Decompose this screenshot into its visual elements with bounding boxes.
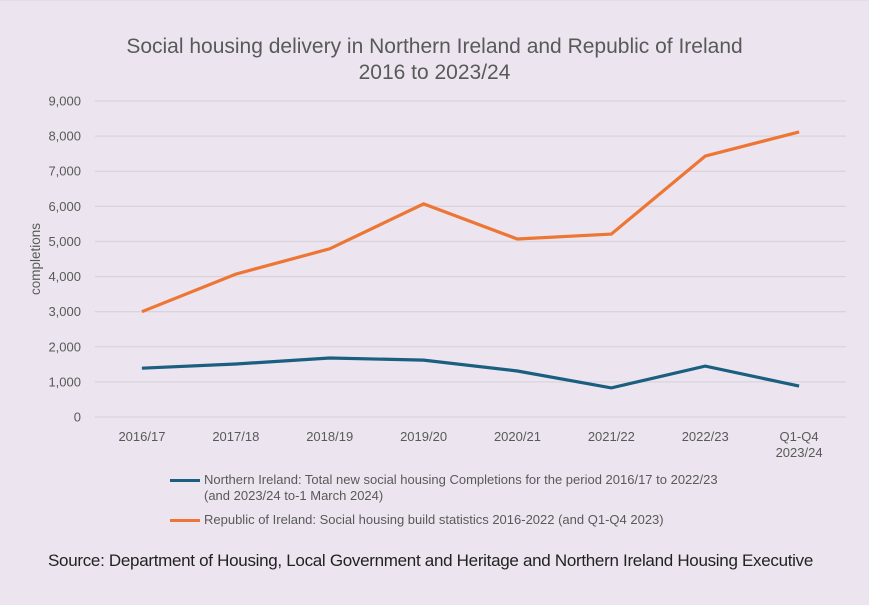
legend-swatch-republic-of-ireland xyxy=(170,519,200,522)
legend: Northern Ireland: Total new social housi… xyxy=(170,472,730,536)
chart-title-block: Social housing delivery in Northern Irel… xyxy=(0,34,869,86)
x-axis-ticks: 2016/17 2017/18 2018/19 2019/20 2020/21 2021/… xyxy=(118,429,822,460)
legend-item-republic-of-ireland: Republic of Ireland: Social housing buil… xyxy=(170,512,730,528)
y-tick-label: 8,000 xyxy=(48,129,81,144)
y-axis-label: completions xyxy=(28,223,43,295)
y-tick-label: 1,000 xyxy=(48,374,81,389)
legend-label-republic-of-ireland: Republic of Ireland: Social housing buil… xyxy=(204,512,664,527)
chart-subtitle: 2016 to 2023/24 xyxy=(358,61,511,84)
y-tick-label: 3,000 xyxy=(48,304,81,319)
y-tick-label: 6,000 xyxy=(48,199,81,214)
legend-swatch-northern-ireland xyxy=(170,479,200,482)
x-tick-label: Q1-Q4 2023/24 xyxy=(776,429,823,460)
legend-item-northern-ireland: Northern Ireland: Total new social housi… xyxy=(170,472,730,504)
series-lines xyxy=(141,130,800,390)
y-tick-label: 0 xyxy=(74,410,81,425)
x-tick-label: 2022/23 xyxy=(682,429,729,444)
x-tick-label: 2017/18 xyxy=(212,429,259,444)
y-tick-label: 5,000 xyxy=(48,234,81,249)
x-tick-label: 2019/20 xyxy=(400,429,447,444)
gridlines xyxy=(95,100,846,418)
chart-title: Social housing delivery in Northern Irel… xyxy=(126,35,743,58)
x-tick-label: 2020/21 xyxy=(494,429,541,444)
y-tick-label: 2,000 xyxy=(48,339,81,354)
legend-label-northern-ireland: Northern Ireland: Total new social housi… xyxy=(204,472,718,503)
y-tick-label: 4,000 xyxy=(48,269,81,284)
x-tick-label: 2018/19 xyxy=(306,429,353,444)
x-tick-label: 2021/22 xyxy=(588,429,635,444)
y-tick-label: 9,000 xyxy=(48,94,81,109)
source-note: Source: Department of Housing, Local Gov… xyxy=(48,551,814,570)
x-tick-label: 2016/17 xyxy=(118,429,165,444)
y-tick-label: 7,000 xyxy=(48,164,81,179)
series-line-northern-ireland xyxy=(141,356,800,390)
y-axis-ticks: 0 1,000 2,000 3,000 4,000 5,000 6,000 7,000 8,00… xyxy=(48,94,81,425)
series-line-republic-of-ireland xyxy=(141,130,800,314)
